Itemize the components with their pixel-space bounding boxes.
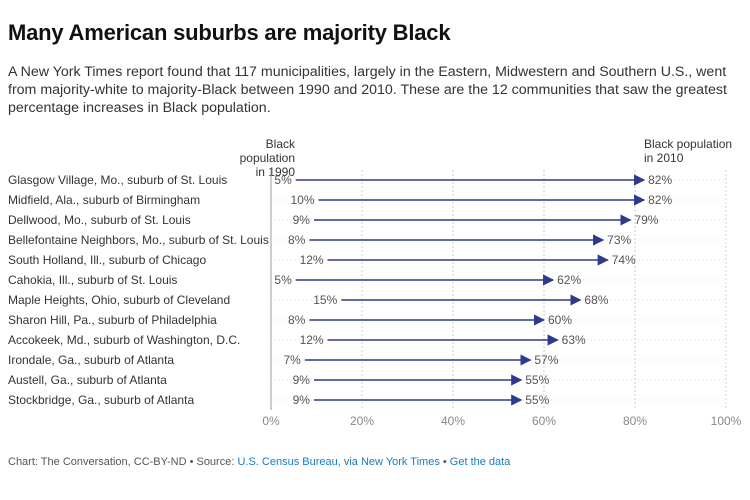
x-tick-label: 40% bbox=[441, 414, 465, 428]
value-label-2010: 68% bbox=[584, 293, 608, 307]
tick-layer: 0% 20% 40% 60% 80% 100% bbox=[262, 414, 741, 428]
page-title: Many American suburbs are majority Black bbox=[8, 20, 451, 45]
value-label-1990: 7% bbox=[284, 353, 302, 367]
source-link[interactable]: U.S. Census Bureau, via New York Times bbox=[237, 456, 440, 468]
category-label: Stockbridge, Ga., suburb of Atlanta bbox=[8, 393, 194, 407]
chart-footer: Chart: The Conversation, CC-BY-ND • Sour… bbox=[8, 456, 510, 468]
value-label-2010: 55% bbox=[525, 393, 549, 407]
category-label: Irondale, Ga., suburb of Atlanta bbox=[8, 353, 174, 367]
value-label-2010: 79% bbox=[634, 213, 658, 227]
x-tick-label: 60% bbox=[532, 414, 556, 428]
value-label-2010: 74% bbox=[612, 253, 636, 267]
footer-prefix: Chart: The Conversation, CC-BY-ND • Sour… bbox=[8, 456, 238, 468]
get-data-link[interactable]: Get the data bbox=[449, 456, 511, 468]
category-label: Glasgow Village, Mo., suburb of St. Loui… bbox=[8, 173, 227, 187]
row-layer: Glasgow Village, Mo., suburb of St. Loui… bbox=[8, 173, 672, 407]
column-header-2010-line2: in 2010 bbox=[644, 151, 684, 165]
category-label: Midfield, Ala., suburb of Birmingham bbox=[8, 193, 200, 207]
x-tick-label: 20% bbox=[350, 414, 374, 428]
x-tick-label: 0% bbox=[262, 414, 280, 428]
value-label-1990: 5% bbox=[274, 173, 292, 187]
value-label-1990: 12% bbox=[300, 333, 324, 347]
value-label-2010: 62% bbox=[557, 273, 581, 287]
value-label-2010: 82% bbox=[648, 193, 672, 207]
category-label: South Holland, Ill., suburb of Chicago bbox=[8, 253, 206, 267]
x-tick-label: 80% bbox=[623, 414, 647, 428]
value-label-1990: 8% bbox=[288, 313, 306, 327]
value-label-1990: 12% bbox=[300, 253, 324, 267]
footer-separator: • bbox=[439, 456, 450, 468]
grid-layer bbox=[270, 170, 727, 410]
category-label: Accokeek, Md., suburb of Washington, D.C… bbox=[8, 333, 240, 347]
value-label-2010: 82% bbox=[648, 173, 672, 187]
value-label-2010: 63% bbox=[562, 333, 586, 347]
column-header-2010-line1: Black population bbox=[644, 137, 733, 151]
column-header-1990-line1: Black population bbox=[239, 137, 295, 165]
category-label: Bellefontaine Neighbors, Mo., suburb of … bbox=[8, 233, 269, 247]
value-label-2010: 57% bbox=[534, 353, 558, 367]
category-label: Sharon Hill, Pa., suburb of Philadelphia bbox=[8, 313, 217, 327]
value-label-1990: 15% bbox=[313, 293, 337, 307]
column-header-2010: Black population in 2010 bbox=[644, 137, 744, 165]
value-label-1990: 9% bbox=[293, 213, 311, 227]
category-label: Austell, Ga., suburb of Atlanta bbox=[8, 373, 167, 387]
value-label-1990: 9% bbox=[293, 393, 311, 407]
page-subtitle: A New York Times report found that 117 m… bbox=[8, 64, 727, 116]
category-label: Dellwood, Mo., suburb of St. Louis bbox=[8, 213, 191, 227]
value-label-2010: 55% bbox=[525, 373, 549, 387]
value-label-2010: 73% bbox=[607, 233, 631, 247]
column-header-1990: Black population in 1990 bbox=[207, 137, 295, 179]
value-label-1990: 5% bbox=[274, 273, 292, 287]
category-label: Cahokia, Ill., suburb of St. Louis bbox=[8, 273, 177, 287]
x-tick-label: 100% bbox=[711, 414, 742, 428]
value-label-1990: 9% bbox=[293, 373, 311, 387]
value-label-2010: 60% bbox=[548, 313, 572, 327]
value-label-1990: 8% bbox=[288, 233, 306, 247]
value-label-1990: 10% bbox=[290, 193, 314, 207]
column-header-1990-line2: in 1990 bbox=[255, 165, 295, 179]
category-label: Maple Heights, Ohio, suburb of Cleveland bbox=[8, 293, 230, 307]
